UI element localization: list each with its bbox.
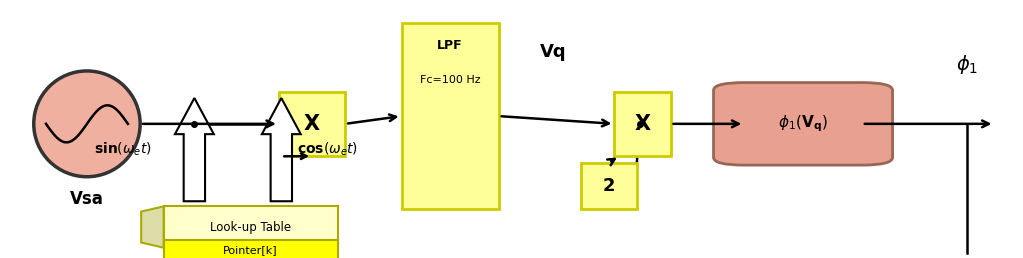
FancyBboxPatch shape: [164, 240, 338, 258]
Text: Fc=100 Hz: Fc=100 Hz: [419, 75, 481, 85]
FancyBboxPatch shape: [164, 206, 338, 248]
Polygon shape: [175, 98, 214, 201]
Text: X: X: [634, 114, 651, 134]
FancyBboxPatch shape: [278, 92, 345, 156]
Text: $\mathbf{sin}(\omega_e t)$: $\mathbf{sin}(\omega_e t)$: [94, 141, 151, 158]
Text: $\phi_1$: $\phi_1$: [955, 53, 978, 76]
Ellipse shape: [34, 71, 140, 177]
Text: 2: 2: [603, 177, 615, 195]
FancyBboxPatch shape: [614, 92, 671, 156]
Text: Pointer[k]: Pointer[k]: [223, 245, 278, 255]
Polygon shape: [262, 98, 301, 201]
FancyBboxPatch shape: [401, 23, 499, 209]
Text: X: X: [304, 114, 320, 134]
Text: $\phi_1(\mathbf{V_q})$: $\phi_1(\mathbf{V_q})$: [779, 114, 828, 134]
Text: LPF: LPF: [437, 39, 463, 52]
Text: Look-up Table: Look-up Table: [210, 221, 292, 233]
Polygon shape: [141, 206, 164, 248]
Text: $\mathbf{cos}(\omega_e t)$: $\mathbf{cos}(\omega_e t)$: [297, 141, 358, 158]
FancyBboxPatch shape: [581, 163, 636, 209]
Text: Vsa: Vsa: [70, 190, 104, 208]
FancyBboxPatch shape: [714, 83, 892, 165]
Text: Vq: Vq: [540, 43, 567, 61]
